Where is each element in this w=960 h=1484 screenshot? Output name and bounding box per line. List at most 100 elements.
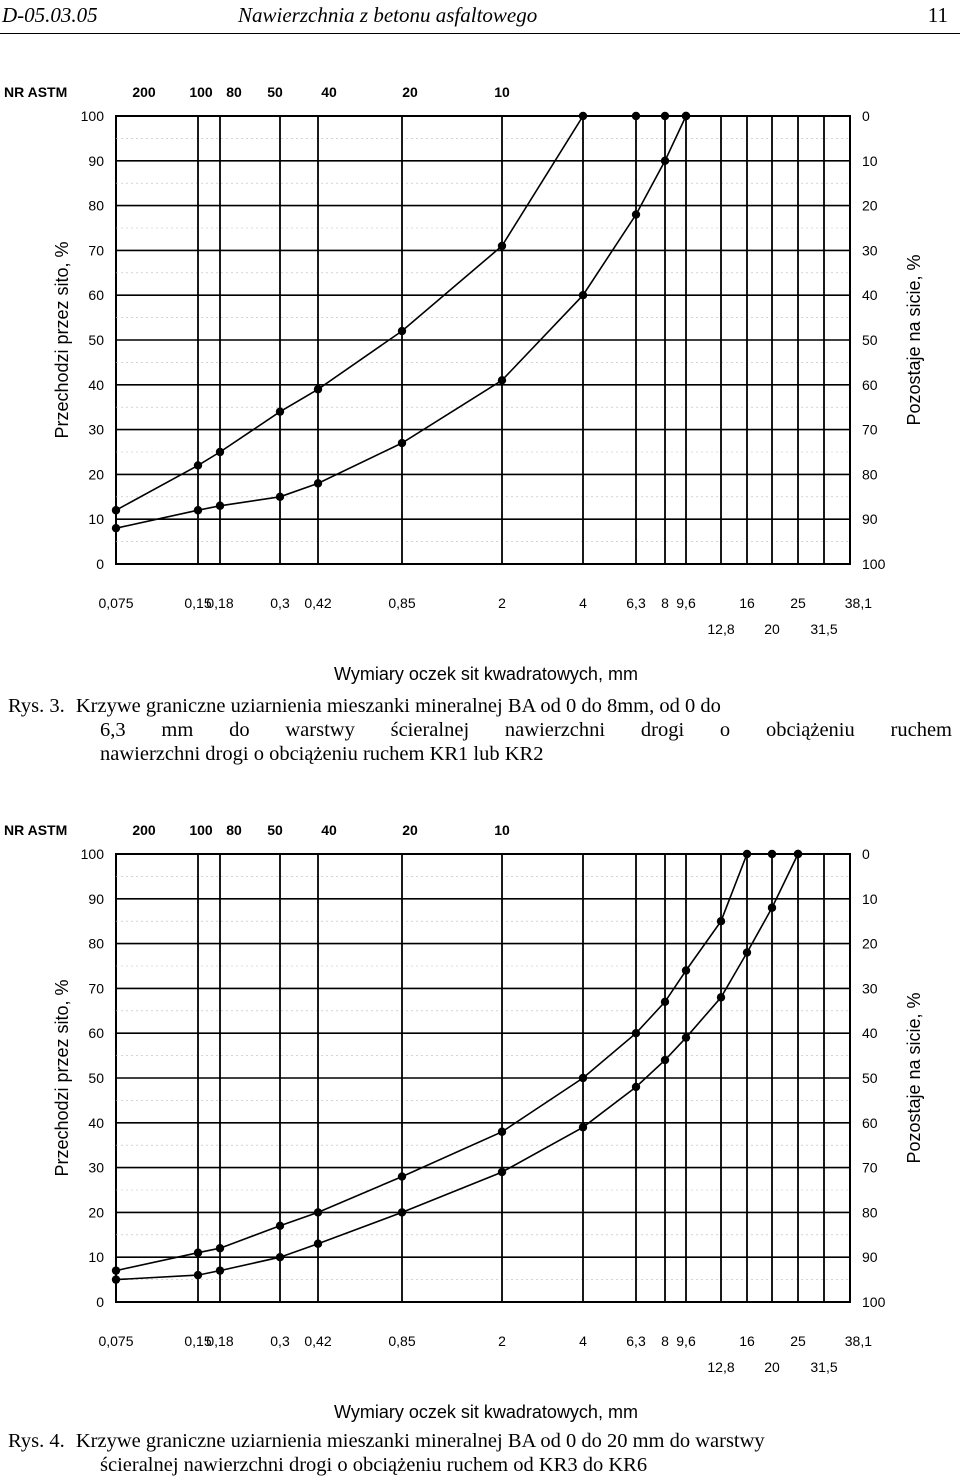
astm-label: 40	[321, 84, 337, 100]
astm-label: 50	[267, 84, 283, 100]
x-tick-sieve: 4	[579, 1333, 587, 1349]
data-point-lower	[660, 156, 670, 165]
y-tick-right: 40	[862, 287, 878, 303]
data-point-upper	[275, 407, 285, 416]
y-tick-right: 90	[862, 511, 878, 527]
astm-label: 200	[132, 84, 156, 100]
data-point-upper	[497, 1127, 507, 1136]
y-tick-right: 50	[862, 332, 878, 348]
x-tick-sieve-row2: 31,5	[810, 1359, 837, 1375]
data-point-upper	[313, 1208, 323, 1217]
x-tick-sieve: 0,15	[184, 595, 211, 611]
astm-label: 80	[226, 822, 242, 838]
y-tick-left: 40	[88, 377, 104, 393]
y-tick-right: 20	[862, 198, 878, 214]
caption-fig3-line3: nawierzchni drogi o obciążeniu ruchem KR…	[100, 743, 544, 765]
y-axis-title-left: Przechodzi przez sito, %	[52, 979, 72, 1176]
data-point-lower	[111, 523, 121, 533]
data-point-upper	[767, 849, 777, 859]
y-tick-right: 60	[862, 1115, 878, 1131]
x-tick-sieve: 2	[498, 595, 506, 611]
series-line-upper	[115, 115, 686, 511]
data-point-upper	[716, 917, 726, 926]
y-tick-right: 100	[862, 1294, 886, 1310]
data-point-lower	[631, 1082, 641, 1092]
x-tick-sieve: 0,3	[270, 595, 290, 611]
data-point-upper	[742, 849, 752, 859]
astm-corner-label: NR ASTM	[4, 822, 67, 838]
data-point-lower	[742, 948, 752, 957]
x-tick-sieve: 16	[739, 595, 755, 611]
data-point-upper	[193, 1248, 203, 1257]
x-tick-sieve-row2: 20	[764, 1359, 780, 1375]
data-point-lower	[681, 1033, 691, 1042]
data-point-upper	[111, 506, 121, 515]
y-tick-left: 60	[88, 1025, 104, 1041]
caption-fig4-line1: Rys. 4. Krzywe graniczne uziarnienia mie…	[8, 1429, 952, 1453]
data-point-lower	[313, 1239, 323, 1248]
x-tick-sieve: 9,6	[676, 595, 696, 611]
y-tick-right: 0	[862, 108, 870, 124]
grading-chart-fig4: NR ASTM 200 100 80 50 40 20 1010090807060504030…	[4, 822, 924, 1422]
y-tick-right: 80	[862, 1204, 878, 1220]
x-tick-sieve-row2: 12,8	[707, 621, 734, 637]
y-tick-left: 10	[88, 1249, 104, 1265]
x-tick-sieve: 0,42	[304, 595, 331, 611]
x-tick-sieve: 0,075	[98, 595, 133, 611]
data-point-lower	[193, 506, 203, 515]
y-tick-left: 0	[96, 556, 104, 572]
astm-label: 20	[402, 822, 418, 838]
document-title: Nawierzchnia z betonu asfaltowego	[238, 3, 538, 27]
x-tick-sieve: 0,3	[270, 1333, 290, 1349]
data-point-upper	[275, 1221, 285, 1231]
y-axis-title-right: Pozostaje na sicie, %	[904, 254, 924, 425]
caption-fig3-text1: Krzywe graniczne uziarnienia mieszanki m…	[75, 695, 721, 717]
caption-fig4-label: Rys. 4.	[8, 1430, 65, 1452]
y-tick-left: 50	[88, 1070, 104, 1086]
x-tick-sieve: 0,15	[184, 1333, 211, 1349]
astm-label: 50	[267, 822, 283, 838]
y-tick-right: 0	[862, 846, 870, 862]
astm-corner-label: NR ASTM	[4, 84, 67, 100]
y-tick-left: 0	[96, 1294, 104, 1310]
document-code: D-05.03.05	[2, 3, 98, 27]
x-tick-sieve-row2: 20	[764, 621, 780, 637]
x-tick-sieve: 9,6	[676, 1333, 696, 1349]
y-tick-left: 80	[88, 936, 104, 952]
grading-chart-fig3: NR ASTM 200 100 80 50 40 20 1010090807060504030…	[4, 84, 924, 684]
data-point-lower	[660, 1055, 670, 1065]
data-point-lower	[578, 1123, 588, 1132]
astm-label: 100	[189, 84, 213, 100]
x-tick-sieve: 0,85	[388, 1333, 415, 1349]
y-tick-right: 10	[862, 153, 878, 169]
data-point-lower	[215, 1266, 225, 1275]
x-tick-sieve: 0,42	[304, 1333, 331, 1349]
y-tick-right: 70	[862, 1160, 878, 1176]
y-tick-left: 20	[88, 466, 104, 482]
data-point-lower	[716, 993, 726, 1002]
x-tick-sieve: 8	[661, 595, 669, 611]
data-point-lower	[578, 291, 588, 300]
data-point-lower	[793, 849, 803, 859]
astm-label: 10	[494, 84, 510, 100]
data-point-upper	[578, 1073, 588, 1083]
y-tick-right: 20	[862, 936, 878, 952]
y-tick-left: 30	[88, 422, 104, 438]
y-tick-right: 30	[862, 980, 878, 996]
x-tick-sieve: 8	[661, 1333, 669, 1349]
caption-fig4-text1: Krzywe graniczne uziarnienia mieszanki m…	[75, 1430, 765, 1452]
y-tick-right: 60	[862, 377, 878, 393]
caption-fig4: Rys. 4. Krzywe graniczne uziarnienia mie…	[8, 1429, 952, 1477]
x-tick-sieve: 0,18	[206, 595, 233, 611]
x-tick-sieve-row2: 31,5	[810, 621, 837, 637]
astm-label: 20	[402, 84, 418, 100]
data-point-lower	[275, 1253, 285, 1262]
astm-label: 40	[321, 822, 337, 838]
y-tick-left: 70	[88, 242, 104, 258]
x-axis-title: Wymiary oczek sit kwadratowych, mm	[334, 664, 638, 684]
y-tick-left: 100	[81, 846, 105, 862]
caption-fig3-line1: Rys. 3. Krzywe graniczne uziarnienia mie…	[8, 694, 952, 718]
data-point-upper	[397, 1172, 407, 1181]
x-tick-sieve: 16	[739, 1333, 755, 1349]
y-tick-left: 70	[88, 980, 104, 996]
